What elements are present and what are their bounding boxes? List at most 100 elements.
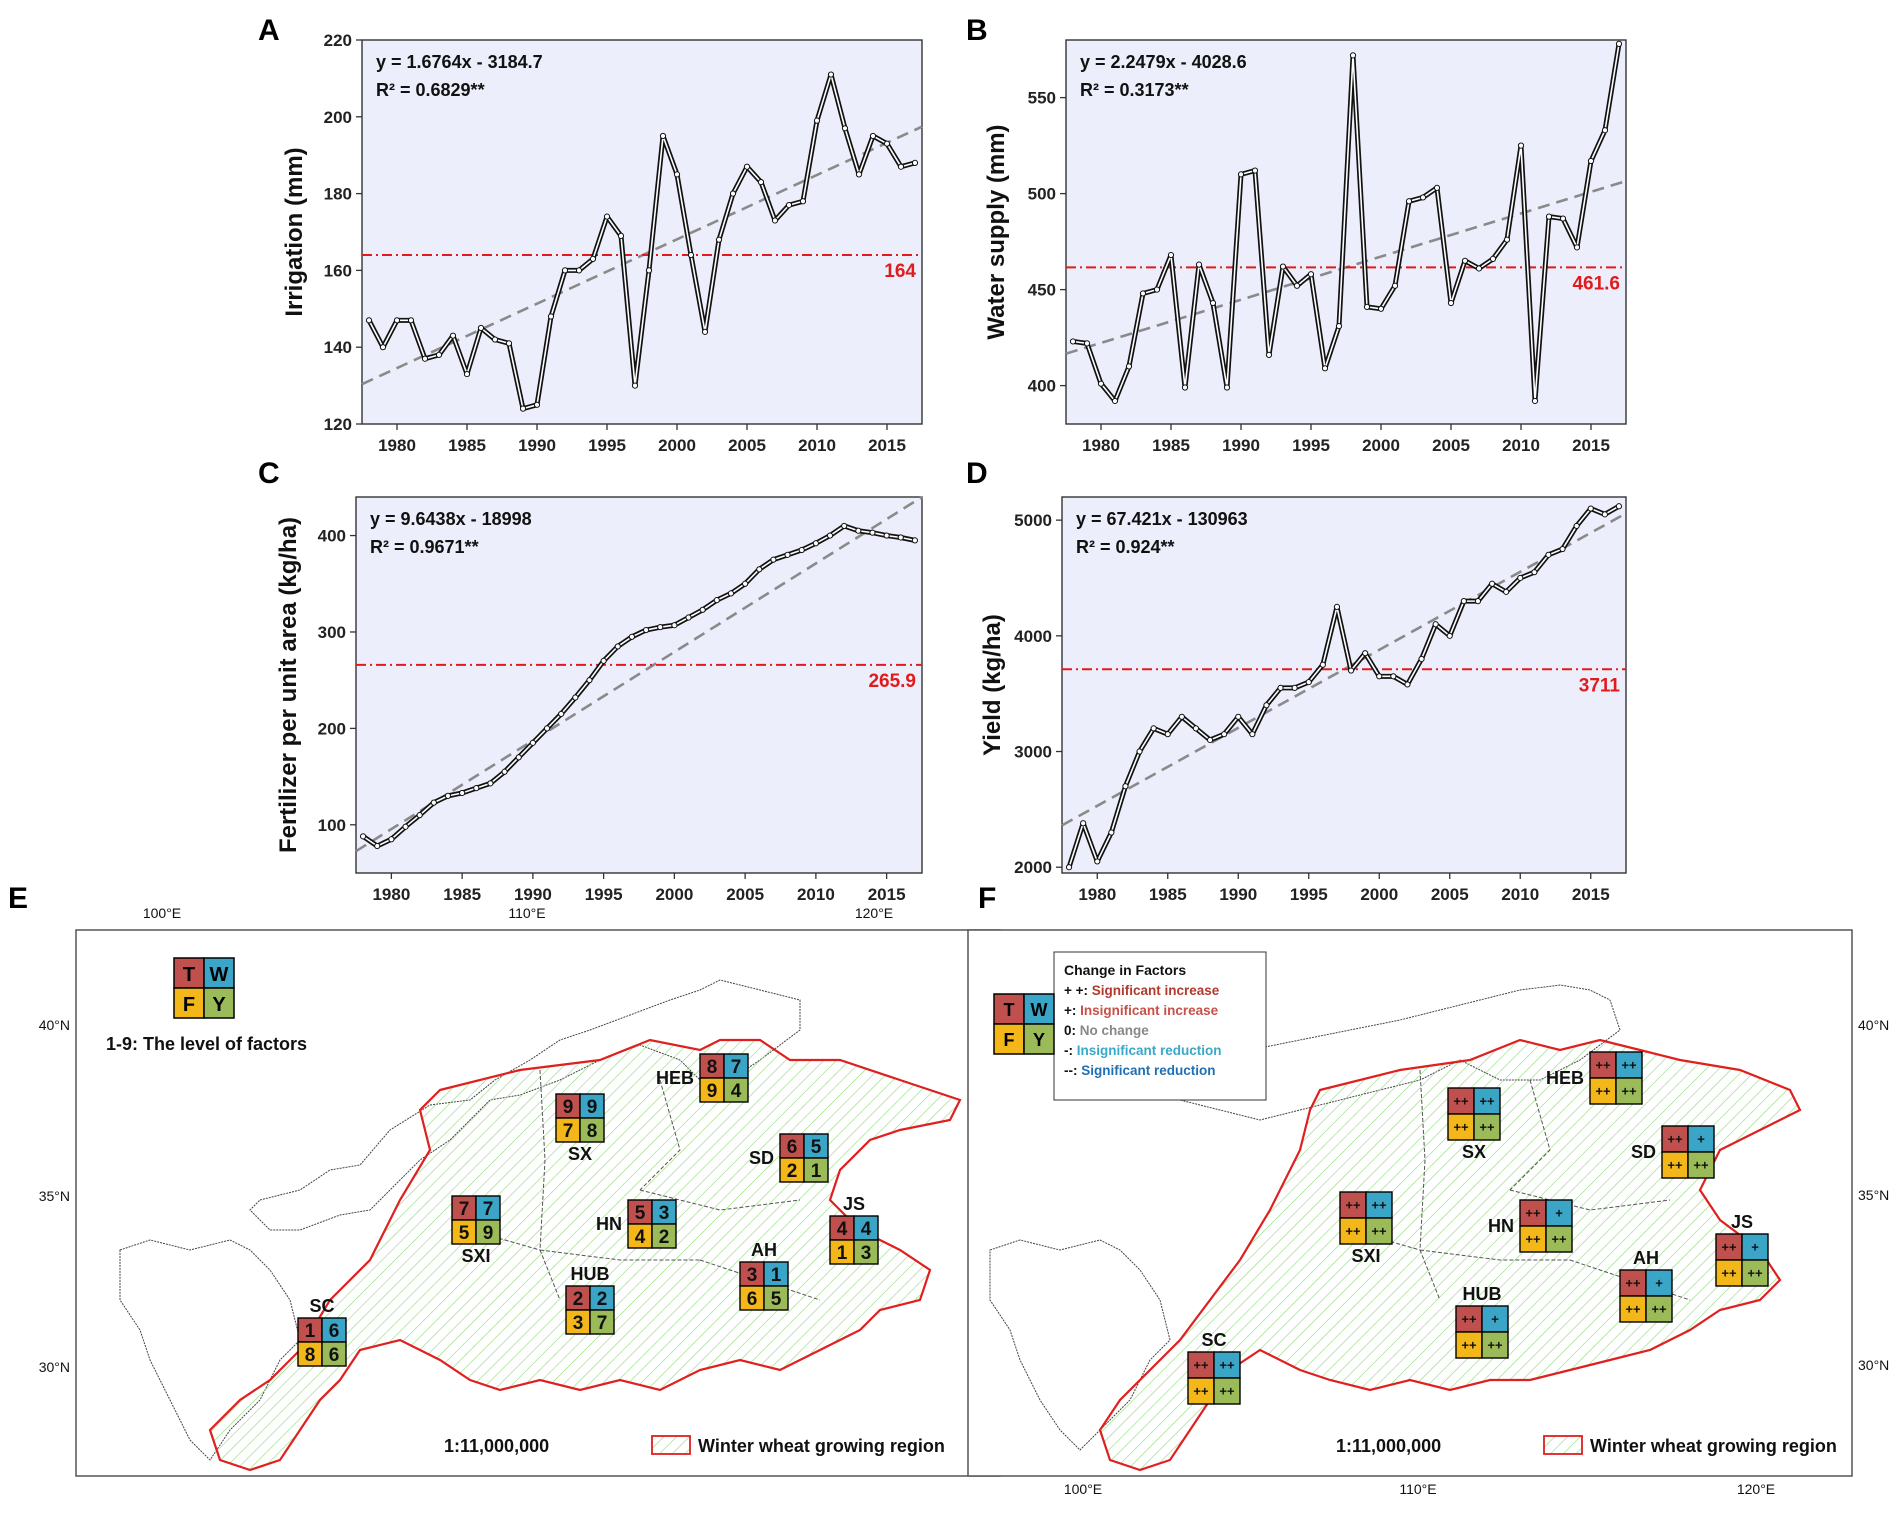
chart-a-point	[813, 117, 821, 124]
chart-a-xtick-label: 1980	[378, 436, 416, 455]
region-e-hn: 5 34 2 HN	[596, 1199, 677, 1249]
region-f-cell-y	[1615, 1077, 1643, 1105]
chart-d-point	[1503, 588, 1510, 595]
chart-d-xtick-label: 1985	[1149, 885, 1187, 904]
region-f-value-t: ++	[1345, 1198, 1361, 1213]
region-f-name: HN	[1488, 1216, 1514, 1236]
region-f-value-w: +	[1555, 1206, 1563, 1221]
region-e-value-t: 9	[563, 1097, 574, 1118]
map-boundary-north-f	[1159, 984, 1621, 1121]
chart-a-point	[841, 125, 849, 132]
chart-b-point	[1251, 167, 1259, 174]
region-boxes-f: ++ ++++ ++HEB++ ++++ ++SX++ +++ ++SD++ ++++ ++SX…	[1187, 1051, 1769, 1405]
chart-panel-fertilizer: 1980 1985 1990 1995 2000 2005 2010 2015 100 200 30…	[275, 495, 923, 904]
chart-a-point	[379, 344, 387, 351]
key-letter-f: F	[183, 994, 195, 1016]
region-e-name: HN	[596, 1214, 622, 1234]
chart-c-point	[402, 823, 409, 830]
region-f-cell-y	[1545, 1225, 1573, 1253]
chart-panel-water-supply: 1980 1985 1990 1995 2000 2005 2010 2015 400 450 50…	[983, 39, 1627, 455]
region-f-sc: ++ ++ ++ ++ SC	[1187, 1330, 1241, 1405]
chart-b-point	[1419, 194, 1427, 201]
chart-panel-irrigation: 1980 1985 1990 1995 2000 2005 2010 2015 120 140 16…	[281, 31, 923, 455]
chart-a-point	[883, 140, 891, 147]
region-e-value-y: 4	[731, 1081, 742, 1102]
region-e-cell-f	[627, 1223, 653, 1249]
region-e-cell-w	[803, 1133, 829, 1159]
chart-a-ytick-label: 180	[324, 185, 352, 204]
chart-a-point	[547, 313, 555, 320]
lat-label-f-35: 35°N	[1858, 1187, 1889, 1203]
chart-a-point	[659, 132, 667, 140]
chart-d-point	[1221, 731, 1228, 738]
region-f-sd: ++ +++ ++SD	[1631, 1125, 1715, 1179]
chart-panel-yield: 1980 1985 1990 1995 2000 2005 2010 2015 2000 3000…	[979, 496, 1627, 904]
chart-c-xtick-label: 2000	[655, 885, 693, 904]
region-e-value-f: 5	[459, 1223, 470, 1244]
region-e-cell-f	[739, 1285, 765, 1311]
chart-c-point	[430, 799, 437, 806]
chart-b-point	[1391, 282, 1399, 289]
map-panel-f: 100°E 110°E 120°E 40°N 35°N 30°N Change …	[967, 929, 1889, 1497]
chart-b-xtick-label: 1985	[1152, 436, 1190, 455]
chart-d-point	[1432, 621, 1439, 628]
region-f-value-y: ++	[1747, 1266, 1763, 1281]
region-e-value-w: 9	[587, 1097, 598, 1118]
region-e-value-w: 2	[597, 1289, 608, 1310]
region-f-name: SXI	[1351, 1246, 1380, 1266]
region-f-name: AH	[1633, 1248, 1659, 1268]
chart-d-xtick-label: 2010	[1501, 885, 1539, 904]
chart-c-point	[727, 590, 735, 597]
chart-b-point	[1601, 127, 1609, 134]
chart-c-point	[883, 532, 890, 539]
region-f-value-t: ++	[1193, 1358, 1209, 1373]
chart-c-ytick-label: 300	[318, 623, 346, 642]
chart-b-point	[1587, 157, 1595, 165]
chart-c-point	[642, 626, 650, 634]
region-e-cell-w	[579, 1093, 605, 1119]
chart-c-point	[855, 527, 862, 534]
region-f-hn: ++ +++ ++HN	[1488, 1199, 1573, 1253]
chart-b-xtick-label: 1995	[1292, 436, 1330, 455]
chart-c-plot-area	[355, 496, 923, 874]
chart-b-point	[1223, 384, 1231, 391]
chart-b-ylabel: Water supply (mm)	[983, 124, 1010, 339]
chart-d-point	[1404, 681, 1411, 688]
chart-a-point	[407, 317, 415, 324]
chart-a-point	[631, 382, 639, 389]
chart-a-ylabel: Irrigation (mm)	[281, 147, 308, 316]
chart-b-point	[1615, 40, 1623, 47]
chart-c-point	[784, 551, 791, 558]
region-f-value-w: ++	[1621, 1058, 1637, 1073]
chart-a-point	[771, 217, 779, 224]
chart-d-xtick-label: 1980	[1078, 885, 1116, 904]
chart-d-trend-line	[1061, 512, 1627, 827]
chart-a-point	[519, 405, 527, 412]
chart-a-r2: R² = 0.6829**	[376, 80, 485, 100]
map-panel-e: 100°E 110°E 120°E 40°N 35°N 30°N T W F Y…	[39, 905, 1001, 1477]
chart-c-point	[897, 534, 904, 541]
chart-c-point	[614, 643, 621, 650]
region-f-value-w: +	[1697, 1132, 1705, 1147]
winter-wheat-region-e	[208, 1038, 962, 1472]
chart-c-ylabel: Fertilizer per unit area (kg/ha)	[275, 517, 302, 853]
chart-a-equation: y = 1.6764x - 3184.7	[376, 52, 543, 72]
chart-b-point	[1209, 299, 1217, 307]
chart-b-point	[1279, 263, 1287, 270]
chart-a-point	[617, 232, 625, 239]
chart-a-xtick-label: 1995	[588, 436, 626, 455]
chart-d-point	[1065, 864, 1073, 871]
region-f-sxi: ++ ++ ++ ++ SXI	[1339, 1191, 1393, 1266]
chart-b-point	[1559, 215, 1567, 222]
chart-d-point	[1587, 505, 1594, 512]
key-letter-y: Y	[212, 994, 226, 1016]
key-letter-t-f: T	[1004, 1000, 1015, 1020]
chart-d-xtick-label: 2000	[1360, 885, 1398, 904]
region-f-value-y: ++	[1651, 1302, 1667, 1317]
chart-a-xtick-label: 1985	[448, 436, 486, 455]
region-e-value-y: 2	[659, 1227, 670, 1248]
region-e-ah: 3 16 5 AH	[739, 1240, 789, 1311]
chart-b-point	[1167, 251, 1175, 259]
region-e-value-y: 9	[483, 1223, 494, 1244]
chart-d-point	[1136, 748, 1143, 755]
